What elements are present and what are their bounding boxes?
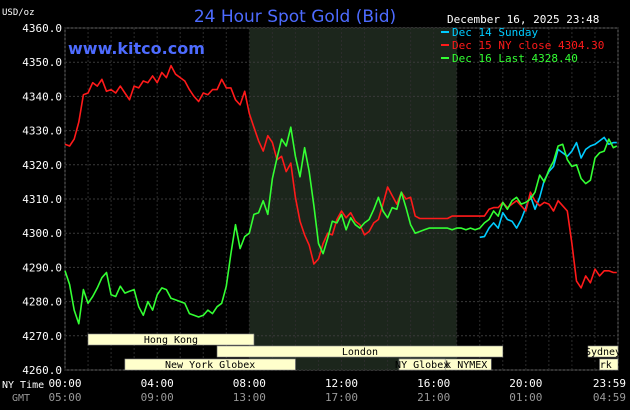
session-bar <box>124 358 296 371</box>
session-label: Sydney <box>585 347 621 358</box>
x-tick-label-gmt: 17:00 <box>325 391 358 404</box>
series-line-3 <box>64 126 618 325</box>
session-label: New York Globex <box>165 360 255 371</box>
x-tick-label-ny: 16:00 <box>417 377 450 390</box>
x-tick-label-ny: 04:00 <box>141 377 174 390</box>
x-tick-label-gmt: 13:00 <box>233 391 266 404</box>
y-tick-label: 4350.0 <box>22 56 62 69</box>
y-tick-label: 4320.0 <box>22 159 62 172</box>
series-line-2 <box>64 64 617 289</box>
x-tick-label-ny: 20:00 <box>509 377 542 390</box>
session-bar <box>216 345 504 358</box>
unit-label: USD/oz <box>2 8 35 18</box>
series-layer <box>64 64 618 325</box>
ny-time-label: NY Time <box>2 380 44 391</box>
x-tick-label-gmt: 01:00 <box>509 391 542 404</box>
session-label: New York Globex <box>564 360 630 371</box>
x-tick-label-ny: 12:00 <box>325 377 358 390</box>
y-tick-label: 4260.0 <box>22 364 62 377</box>
y-tick-label: 4330.0 <box>22 125 62 138</box>
session-bar <box>599 358 619 371</box>
tick-labels: 4260.0 4270.0 4280.0 4290.0 4300.0 4310.0 4320… <box>22 22 626 404</box>
legend-entry: Dec 15 NY close 4304.30 <box>452 39 604 52</box>
x-tick-label-gmt: 09:00 <box>141 391 174 404</box>
y-tick-label: 4360.0 <box>22 22 62 35</box>
gmt-label: GMT <box>12 393 30 404</box>
y-tick-label: 4340.0 <box>22 90 62 103</box>
session-bar <box>587 345 619 358</box>
session-label: London <box>342 347 378 358</box>
x-tick-label-gmt: 21:00 <box>417 391 450 404</box>
legend-entry: Dec 14 Sunday <box>452 26 538 39</box>
session-bar <box>87 333 255 346</box>
y-tick-label: 4280.0 <box>22 296 62 309</box>
session-label: Hong Kong <box>144 335 198 346</box>
session-label: NY Globex <box>395 360 449 371</box>
chart-title: 24 Hour Spot Gold (Bid) <box>194 7 396 27</box>
timestamp: December 16, 2025 23:48 <box>447 13 599 26</box>
y-tick-label: 4310.0 <box>22 193 62 206</box>
session-bar <box>398 358 446 371</box>
y-tick-label: 4290.0 <box>22 261 62 274</box>
x-tick-label-gmt: 05:00 <box>48 391 81 404</box>
y-tick-label: 4300.0 <box>22 227 62 240</box>
x-tick-label-gmt: 04:59 <box>593 391 626 404</box>
x-tick-label-ny: 23:59 <box>593 377 626 390</box>
website-link[interactable]: www.kitco.com <box>68 39 205 58</box>
legend-entry: Dec 16 Last 4328.40 <box>452 52 578 65</box>
grid <box>64 27 619 371</box>
x-tick-label-ny: 08:00 <box>233 377 266 390</box>
x-tick-label-ny: 00:00 <box>48 377 81 390</box>
y-tick-label: 4270.0 <box>22 330 62 343</box>
